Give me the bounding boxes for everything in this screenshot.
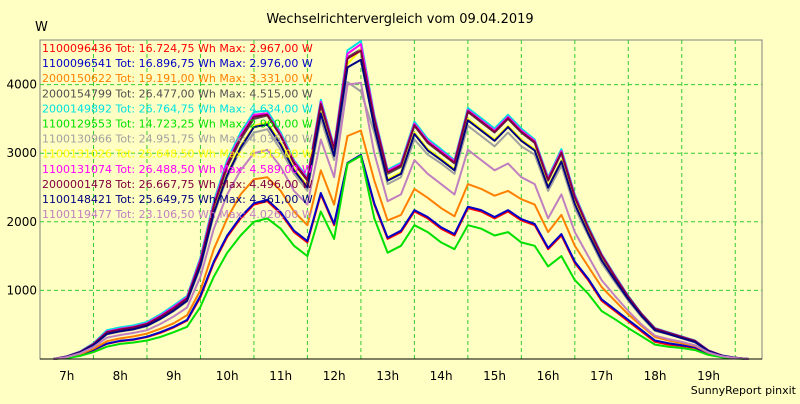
y-tick-label: 1000 bbox=[6, 283, 37, 297]
legend-entry: 1100130966 Tot: 24.951,75 Wh Max: 4.036,… bbox=[42, 133, 313, 146]
legend-entry: 2000150622 Tot: 19.191,00 Wh Max: 3.331,… bbox=[42, 72, 313, 85]
x-tick-label: 19h bbox=[697, 369, 720, 383]
series-line bbox=[53, 154, 749, 360]
y-tick-label: 3000 bbox=[6, 146, 37, 160]
y-tick-label: 2000 bbox=[6, 215, 37, 229]
legend-entry: 2000149892 Tot: 26.764,75 Wh Max: 4.634,… bbox=[42, 102, 313, 115]
legend-entry: 1100119477 Tot: 23.106,50 Wh Max: 4.026,… bbox=[42, 208, 313, 221]
x-tick-label: 10h bbox=[216, 369, 239, 383]
x-tick-label: 13h bbox=[376, 369, 399, 383]
legend-entry: 2000154799 Tot: 26.477,00 Wh Max: 4.515,… bbox=[42, 87, 313, 100]
grid bbox=[40, 40, 762, 359]
legend-entry: 1100131074 Tot: 26.488,50 Wh Max: 4.589,… bbox=[42, 163, 313, 176]
chart-title: Wechselrichtervergleich vom 09.04.2019 bbox=[266, 12, 533, 27]
x-tick-label: 14h bbox=[430, 369, 453, 383]
footer-label: SunnyReport pinxit bbox=[691, 384, 797, 397]
series-line bbox=[53, 58, 749, 360]
x-tick-label: 18h bbox=[644, 369, 667, 383]
y-tick-labels: 1000 2000 3000 4000 bbox=[6, 78, 37, 298]
series-line bbox=[53, 129, 749, 360]
legend-entry: 1100131026 Tot: 25.648,50 Wh Max: 4.515,… bbox=[42, 148, 313, 161]
y-tick-label: 4000 bbox=[6, 78, 37, 92]
legend-entry: 1100148421 Tot: 25.649,75 Wh Max: 4.361,… bbox=[42, 193, 313, 206]
x-tick-label: 17h bbox=[590, 369, 613, 383]
x-tick-label: 11h bbox=[269, 369, 292, 383]
series-line bbox=[53, 49, 749, 360]
x-tick-label: 9h bbox=[166, 369, 181, 383]
series-lines bbox=[53, 40, 749, 360]
legend-entry: 1100096436 Tot: 16.724,75 Wh Max: 2.967,… bbox=[42, 42, 313, 55]
legend: 1100096436 Tot: 16.724,75 Wh Max: 2.967,… bbox=[42, 42, 313, 221]
x-tick-label: 12h bbox=[323, 369, 346, 383]
y-axis-label: W bbox=[35, 20, 48, 35]
series-line bbox=[53, 153, 749, 360]
x-tick-label: 16h bbox=[537, 369, 560, 383]
legend-entry: 2000001478 Tot: 26.667,75 Wh Max: 4.496,… bbox=[42, 178, 313, 191]
x-tick-label: 15h bbox=[483, 369, 506, 383]
x-tick-label: 8h bbox=[113, 369, 128, 383]
x-tick-labels: 7h 8h 9h 10h 11h 12h 13h 14h 15h 16h 17h 18h 19h bbox=[59, 369, 720, 383]
legend-entry: 1100129553 Tot: 14.723,25 Wh Max: 2.960,… bbox=[42, 118, 313, 131]
legend-entry: 1100096541 Tot: 16.896,75 Wh Max: 2.976,… bbox=[42, 57, 313, 70]
x-tick-label: 7h bbox=[59, 369, 74, 383]
series-line bbox=[53, 81, 749, 360]
